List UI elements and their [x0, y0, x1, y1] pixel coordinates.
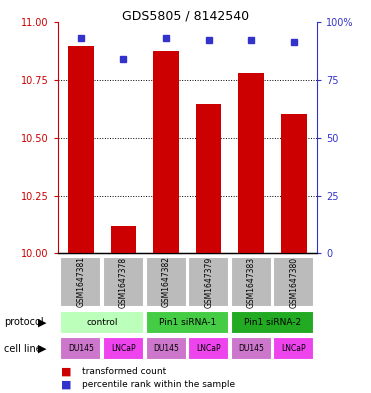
Text: ▶: ▶: [39, 343, 47, 354]
Text: GSM1647380: GSM1647380: [289, 256, 298, 308]
Text: Pin1 siRNA-2: Pin1 siRNA-2: [244, 318, 301, 327]
Text: LNCaP: LNCaP: [111, 344, 136, 353]
Bar: [188, 337, 229, 360]
Bar: [146, 337, 187, 360]
Text: protocol: protocol: [4, 317, 43, 327]
Text: ■: ■: [61, 379, 75, 389]
Text: Pin1 siRNA-1: Pin1 siRNA-1: [159, 318, 216, 327]
Text: LNCaP: LNCaP: [282, 344, 306, 353]
Bar: [188, 257, 229, 307]
Bar: [146, 311, 229, 334]
Text: DU145: DU145: [153, 344, 179, 353]
Bar: [60, 337, 101, 360]
Bar: [231, 257, 272, 307]
Bar: [111, 226, 136, 253]
Text: GSM1647379: GSM1647379: [204, 256, 213, 308]
Text: GDS5805 / 8142540: GDS5805 / 8142540: [122, 10, 249, 23]
Text: ▶: ▶: [39, 317, 47, 327]
Bar: [103, 337, 144, 360]
Text: DU145: DU145: [238, 344, 264, 353]
Text: percentile rank within the sample: percentile rank within the sample: [82, 380, 235, 389]
Bar: [68, 46, 94, 253]
Bar: [231, 311, 314, 334]
Bar: [273, 257, 314, 307]
Bar: [196, 104, 221, 253]
Bar: [103, 257, 144, 307]
Text: GSM1647378: GSM1647378: [119, 256, 128, 308]
Bar: [60, 257, 101, 307]
Bar: [153, 51, 179, 253]
Text: GSM1647382: GSM1647382: [161, 257, 171, 307]
Bar: [273, 337, 314, 360]
Text: DU145: DU145: [68, 344, 94, 353]
Bar: [231, 337, 272, 360]
Text: LNCaP: LNCaP: [196, 344, 221, 353]
Text: ■: ■: [61, 366, 75, 376]
Bar: [146, 257, 187, 307]
Bar: [281, 114, 306, 253]
Text: GSM1647381: GSM1647381: [76, 257, 85, 307]
Text: transformed count: transformed count: [82, 367, 166, 376]
Bar: [60, 311, 144, 334]
Text: control: control: [86, 318, 118, 327]
Bar: [239, 73, 264, 253]
Text: GSM1647383: GSM1647383: [247, 256, 256, 308]
Text: cell line: cell line: [4, 343, 42, 354]
